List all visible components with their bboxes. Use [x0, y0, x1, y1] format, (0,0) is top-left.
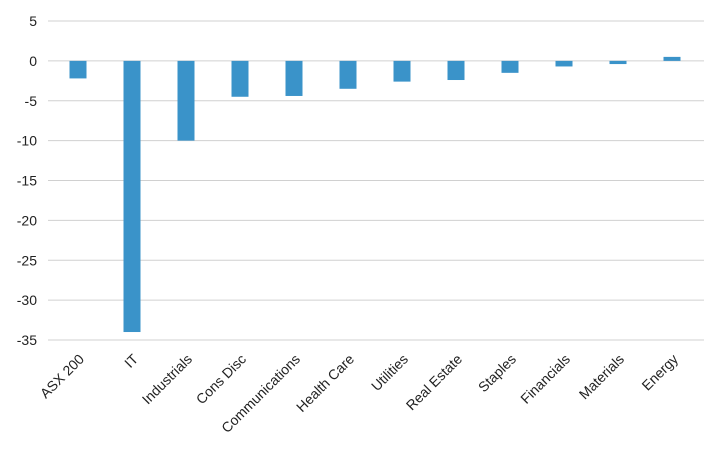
- y-tick-label: -10: [17, 133, 37, 149]
- bar: [123, 60, 141, 333]
- y-tick-label: 0: [29, 53, 37, 69]
- y-tick-label: -5: [25, 93, 38, 109]
- x-category-label: Industrials: [139, 351, 195, 407]
- x-category-label: IT: [121, 350, 141, 370]
- x-category-label: ASX 200: [37, 351, 88, 402]
- gridlines: [48, 20, 704, 341]
- x-category-label: Financials: [517, 351, 573, 407]
- y-tick-label: -30: [17, 292, 37, 308]
- bar: [609, 60, 627, 65]
- bars: [69, 56, 681, 333]
- bar: [339, 60, 357, 89]
- bar: [285, 60, 303, 96]
- y-tick-label: -35: [17, 332, 37, 348]
- bar: [231, 60, 249, 97]
- y-tick-label: -20: [17, 212, 37, 228]
- bar: [69, 60, 87, 79]
- y-tick-label: 5: [29, 13, 37, 29]
- x-category-label: Staples: [475, 351, 519, 395]
- x-category-label: Energy: [638, 351, 681, 394]
- y-tick-label: -25: [17, 252, 37, 268]
- x-category-label: Cons Disc: [193, 351, 249, 407]
- bar: [555, 60, 573, 67]
- y-axis-tick-labels: 5 0 -5 -10 -15 -20 -25 -30 -35: [17, 13, 37, 348]
- bar: [177, 60, 195, 141]
- x-category-label: Utilities: [368, 351, 411, 394]
- x-category-label: Real Estate: [403, 351, 466, 414]
- bar: [501, 60, 519, 73]
- bar: [447, 60, 465, 81]
- y-tick-label: -15: [17, 173, 37, 189]
- bar: [663, 56, 681, 61]
- x-category-label: Health Care: [293, 351, 357, 415]
- x-category-label: Materials: [576, 351, 627, 402]
- bar: [393, 60, 411, 82]
